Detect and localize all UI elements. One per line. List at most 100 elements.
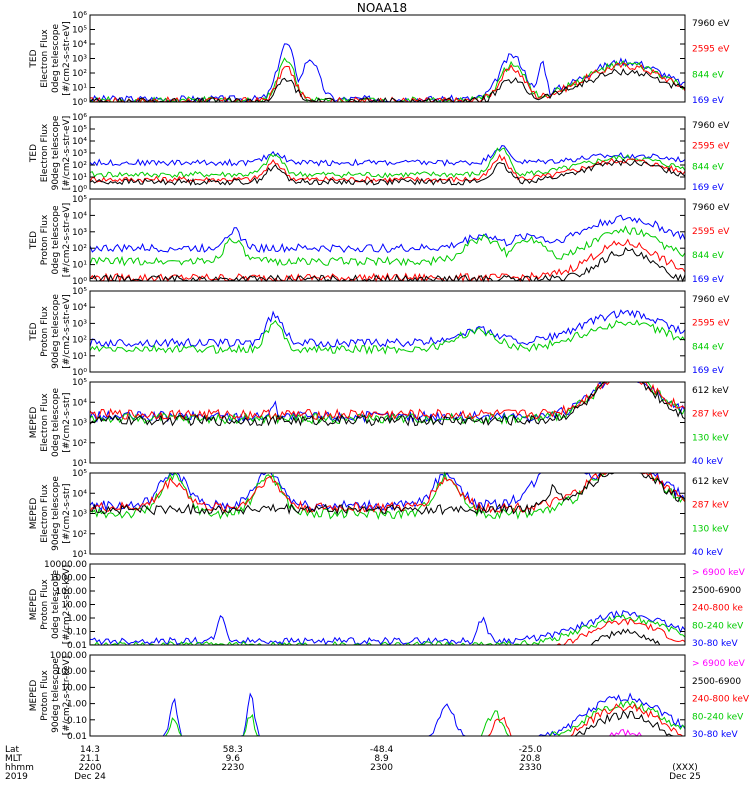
series-2-line <box>89 319 686 355</box>
legend-entry: 2595 eV <box>692 45 730 55</box>
x-tick-date: Dec 25 <box>669 772 701 782</box>
plot-frame <box>89 290 686 373</box>
x-tick-mlt: 8.9 <box>374 754 389 764</box>
y-axis-label: Proton Flux <box>40 579 50 630</box>
y-axis-label: 0deg telescope <box>51 570 61 640</box>
series-3-line <box>89 472 686 514</box>
legend-entry: 40 keV <box>692 548 724 558</box>
y-tick-label: 10⁵ <box>72 195 87 205</box>
y-tick-label: 0.01 <box>67 732 87 742</box>
y-tick-label: 10⁶ <box>72 113 87 123</box>
y-axis-label: TED <box>29 49 39 68</box>
x-tick-lat: -25.0 <box>519 745 543 755</box>
y-axis-label: 90deg telescope <box>51 294 61 369</box>
legend-entry: > 6900 keV <box>692 568 746 578</box>
series-4-line <box>89 246 686 283</box>
y-tick-label: 10² <box>72 439 87 449</box>
legend-entry: 240-800 ke <box>692 604 743 614</box>
legend-entry: 40 keV <box>692 457 724 467</box>
series-4-line <box>89 68 686 104</box>
legend-entry: 2500-6900 <box>692 586 741 596</box>
legend-entry: 612 keV <box>692 386 729 396</box>
series-3-line <box>89 62 686 103</box>
y-axis-label: 90deg telescope <box>51 476 61 551</box>
plot-frame <box>89 563 686 646</box>
plot-frame <box>89 14 686 103</box>
y-tick-label: 10⁵ <box>72 287 87 297</box>
panel-8: 0.01 0.10 1.00 10.00 100.00 1000.00 MEPED Proto… <box>29 651 750 742</box>
legend-entry: 30-80 keV <box>692 730 738 740</box>
plot-frame <box>89 381 686 464</box>
series-2-line <box>89 471 686 520</box>
series-4-line <box>90 628 685 646</box>
x-tick-hhmm: 2300 <box>370 763 393 773</box>
plot-frame <box>89 472 686 555</box>
legend-entry: 7960 eV <box>692 203 730 213</box>
legend-entry: 30-80 keV <box>692 639 738 649</box>
panel-7: 0.01 0.10 1.00 10.00 100.00 1000.00 10000.00 ME… <box>29 560 746 651</box>
plot-frame <box>89 116 686 190</box>
series-1-line <box>89 309 686 348</box>
x-row-label: 2019 <box>5 772 28 782</box>
y-axis-label: [#/cm2-s-str] <box>62 392 72 452</box>
plot-frame <box>89 654 686 737</box>
y-tick-label: 10¹ <box>72 352 87 362</box>
y-tick-label: 10² <box>72 69 87 79</box>
y-axis-label: TED <box>29 144 39 163</box>
y-axis-label: TED <box>29 231 39 250</box>
y-axis-label: Electron Flux <box>40 393 50 452</box>
legend-entry: 80-240 keV <box>692 712 744 722</box>
legend-entry: 7960 eV <box>692 121 730 131</box>
series-1-line <box>89 610 686 646</box>
legend-entry: 169 eV <box>692 275 725 285</box>
legend-entry: 130 keV <box>692 433 729 443</box>
legend-entry: 844 eV <box>692 251 725 261</box>
y-tick-label: 10¹ <box>72 550 87 560</box>
y-tick-label: 1.00 <box>67 700 87 710</box>
y-axis-label: Proton Flux <box>40 214 50 265</box>
series-1-line <box>89 145 686 167</box>
y-axis-label: Electron Flux <box>40 484 50 543</box>
legend-entry: 2595 eV <box>692 227 730 237</box>
y-tick-label: 10¹ <box>72 261 87 271</box>
y-tick-label: 10¹ <box>72 459 87 469</box>
y-tick-label: 10⁴ <box>72 489 87 499</box>
series-2-line <box>89 614 686 646</box>
x-tick-lat: -48.4 <box>370 745 394 755</box>
y-tick-label: 10⁴ <box>72 40 87 50</box>
y-tick-label: 0.01 <box>67 641 87 651</box>
series-4-line <box>89 381 686 427</box>
y-tick-label: 10³ <box>72 319 87 329</box>
y-tick-label: 10² <box>72 161 87 171</box>
x-row-label: MLT <box>5 754 23 764</box>
legend-entry: > 6900 keV <box>692 659 746 669</box>
y-tick-label: 10⁵ <box>72 26 87 36</box>
panel-6: 10¹ 10² 10³ 10⁴ 10⁵ MEPED Electron Flux 90deg t… <box>29 469 729 560</box>
panel-5: 10¹ 10² 10³ 10⁴ 10⁵ MEPED Electron Flux 0deg te… <box>29 378 729 469</box>
y-axis-label: MEPED <box>29 589 39 621</box>
y-tick-label: 10⁴ <box>72 303 87 313</box>
legend-entry: 169 eV <box>692 366 725 376</box>
x-tick-hhmm: 2200 <box>79 763 102 773</box>
x-tick-lat: 58.3 <box>223 745 243 755</box>
y-axis-label: TED <box>29 322 39 341</box>
y-tick-label: 10⁰ <box>72 98 87 108</box>
legend-entry: 844 eV <box>692 342 725 352</box>
y-tick-label: 10⁵ <box>72 125 87 135</box>
series-1-line <box>89 472 686 512</box>
legend-entry: 240-800 keV <box>692 695 750 705</box>
series-3-line <box>89 238 686 283</box>
x-tick-hhmm: 2330 <box>519 763 542 773</box>
y-axis-label: [#/cm2-s-str-eV] <box>62 21 72 96</box>
panel-2: 10⁰ 10¹ 10² 10³ 10⁴ 10⁵ 10⁶ TED Electron Flux 90d… <box>29 113 730 195</box>
y-tick-label: 10¹ <box>72 173 87 183</box>
legend-entry: 7960 eV <box>692 19 730 29</box>
y-tick-label: 10² <box>72 336 87 346</box>
y-tick-label: 100.00 <box>56 667 88 677</box>
legend-entry: 844 eV <box>692 162 725 172</box>
y-tick-label: 10⁵ <box>72 378 87 388</box>
y-tick-label: 0.10 <box>67 716 87 726</box>
x-tick-mlt: 9.6 <box>226 754 241 764</box>
y-tick-label: 10³ <box>72 55 87 65</box>
panel-4: 10⁰ 10¹ 10² 10³ 10⁴ 10⁵ TED Proton Flux 90deg te… <box>29 287 730 378</box>
